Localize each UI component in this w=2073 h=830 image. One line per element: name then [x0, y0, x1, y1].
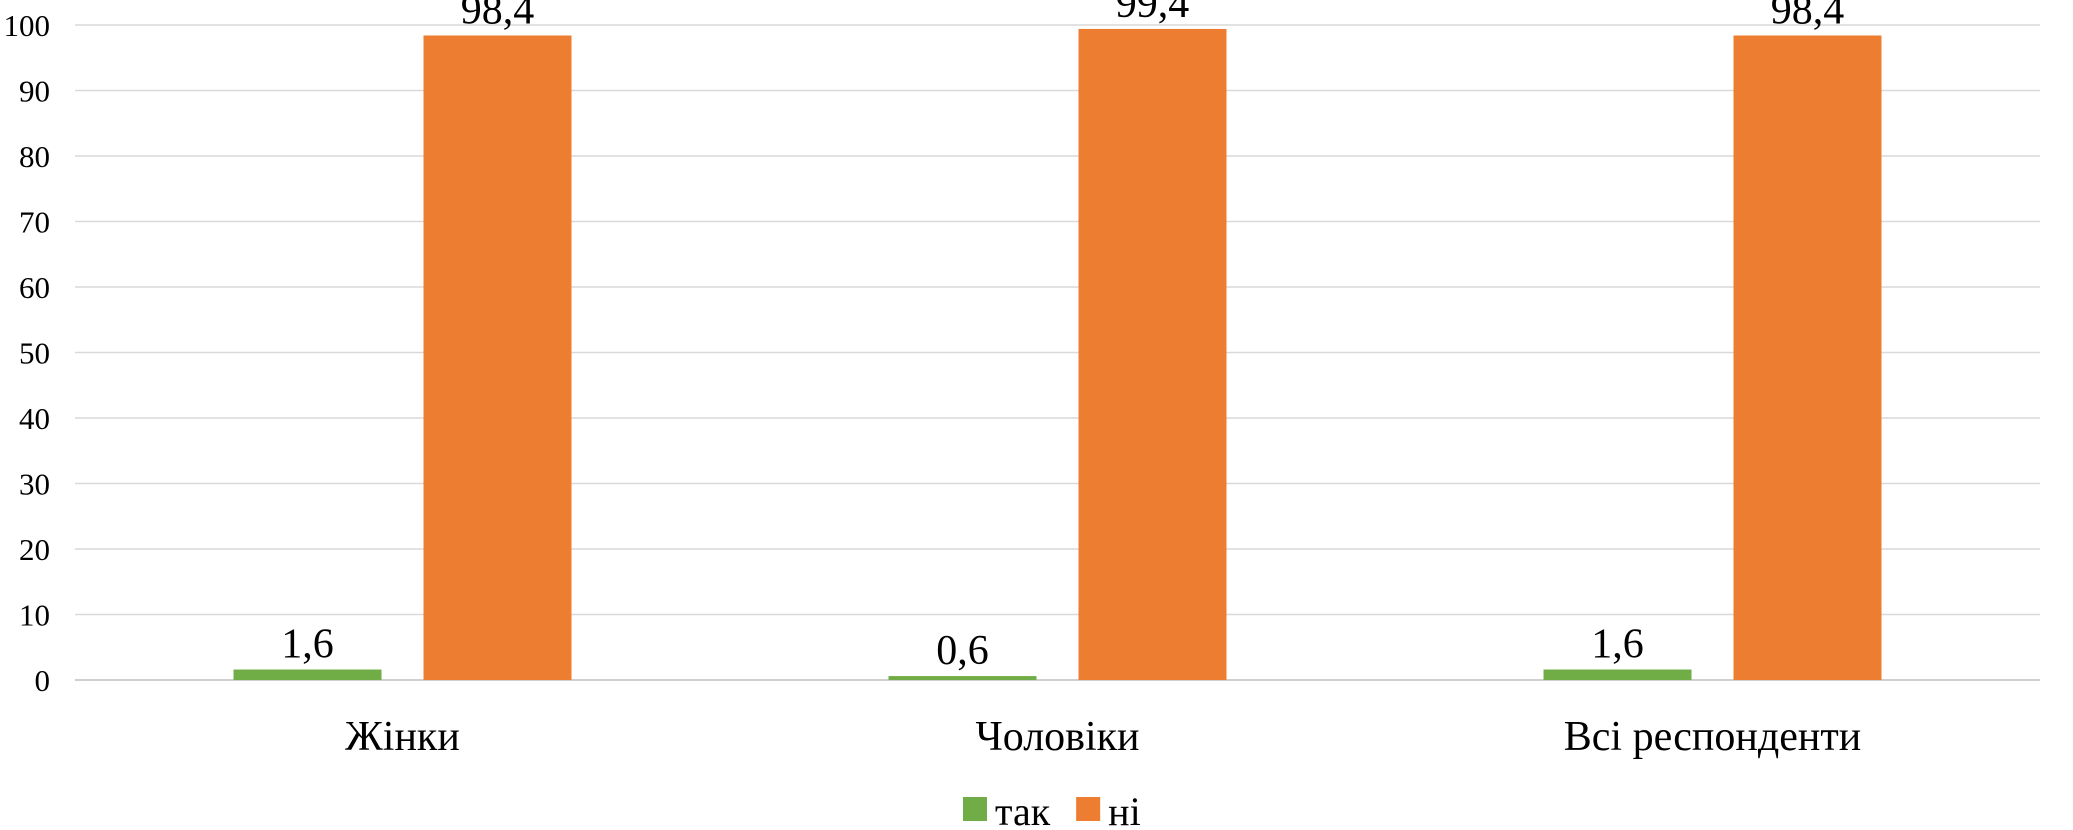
data-label: 98,4 [1771, 0, 1845, 33]
legend-swatch-так [963, 797, 987, 821]
y-tick-label: 90 [19, 74, 50, 109]
gridlines [75, 24, 2040, 681]
category-labels: Жінки Чоловіки Всі респонденти [345, 714, 1861, 760]
y-axis-ticks: 0 10 20 30 40 50 60 70 80 90 100 [4, 8, 51, 698]
y-tick-label: 20 [19, 532, 50, 567]
bar-ні [1078, 28, 1227, 681]
bar-так [1543, 669, 1692, 680]
bar-так [233, 669, 382, 680]
data-label: 1,6 [1591, 622, 1644, 668]
category-label: Чоловіки [975, 714, 1139, 760]
data-label: 99,4 [1116, 0, 1190, 27]
legend-swatch-ні [1076, 797, 1101, 821]
data-label: 0,6 [936, 628, 989, 674]
y-tick-label: 40 [19, 401, 50, 436]
legend: так ні [963, 789, 1141, 830]
data-label: 98,4 [461, 0, 535, 33]
legend-label: ні [1108, 789, 1141, 830]
y-tick-label: 60 [19, 270, 50, 305]
data-labels: 1,6 98,4 0,6 99,4 1,6 98,4 [281, 0, 1844, 674]
y-tick-label: 70 [19, 205, 50, 240]
y-tick-label: 100 [4, 8, 51, 43]
bar-так [888, 676, 1037, 680]
bar-ні [1733, 35, 1882, 681]
bar-ні [423, 35, 572, 681]
y-tick-label: 10 [19, 598, 50, 633]
category-label: Всі респонденти [1564, 714, 1861, 760]
y-tick-label: 0 [35, 663, 51, 698]
data-label: 1,6 [281, 622, 334, 668]
legend-label: так [995, 789, 1051, 830]
category-label: Жінки [345, 714, 460, 760]
y-tick-label: 30 [19, 467, 50, 502]
y-tick-label: 80 [19, 139, 50, 174]
bars [233, 28, 1882, 681]
y-tick-label: 50 [19, 336, 50, 371]
